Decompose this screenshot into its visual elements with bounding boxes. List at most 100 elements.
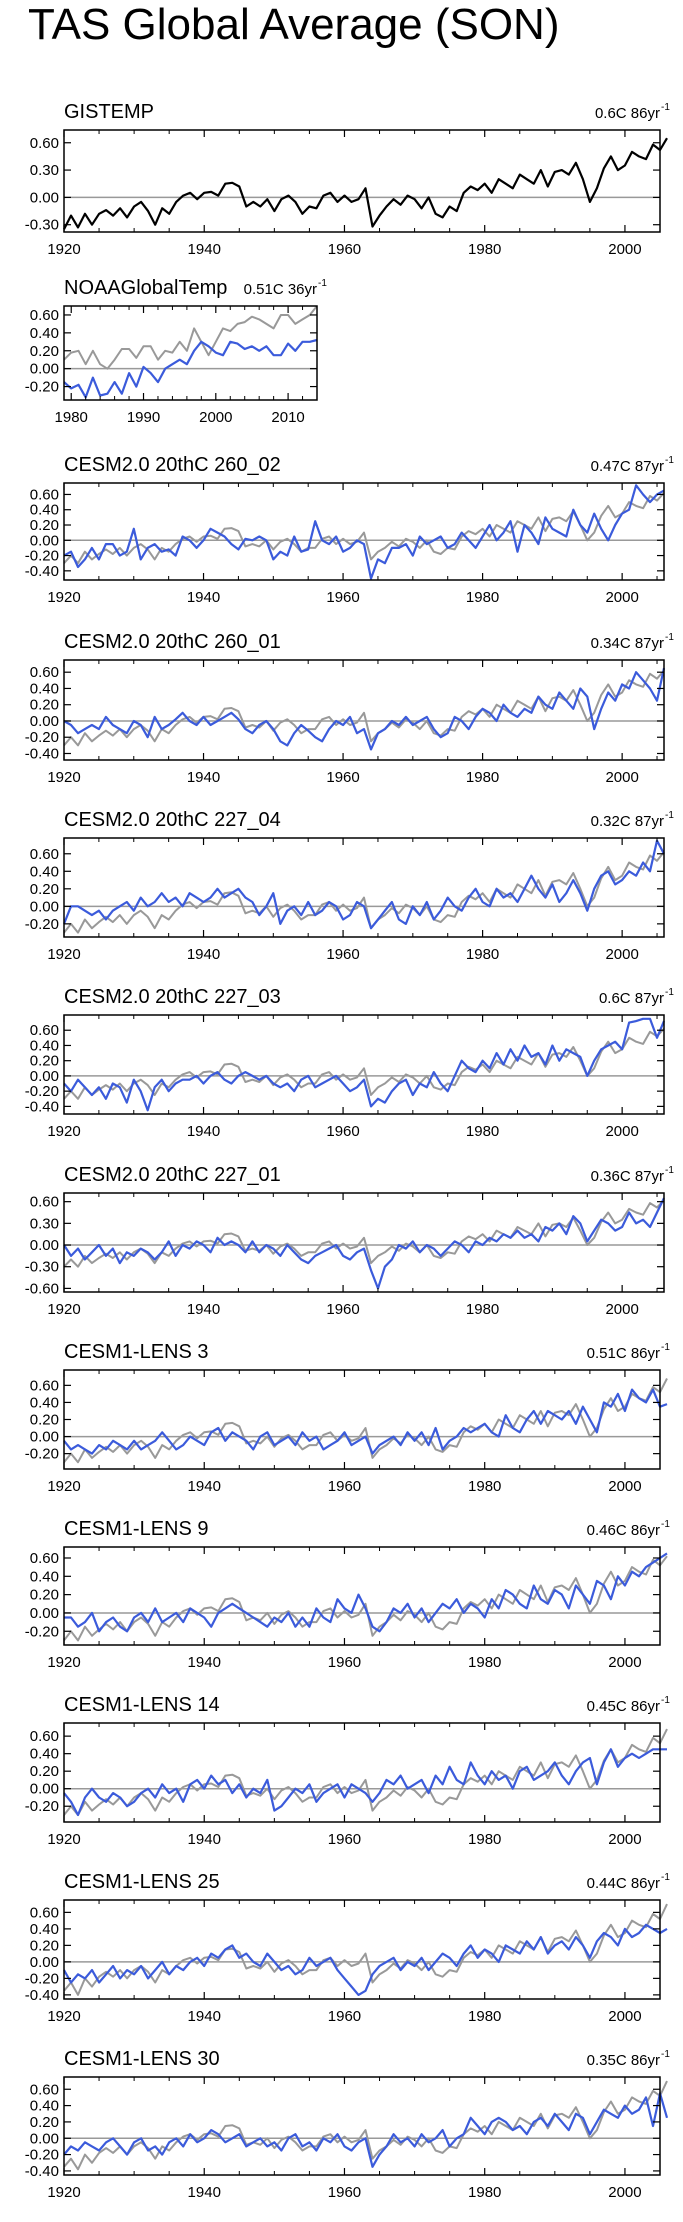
y-tick-label: 0.40 — [30, 680, 59, 697]
y-tick-label: 0.20 — [30, 1587, 59, 1604]
x-tick-label: 2000 — [608, 2184, 641, 2201]
y-tick-label: 0.00 — [30, 1429, 59, 1446]
y-tick-label: 0.20 — [30, 1763, 59, 1780]
trend-superscript: -1 — [665, 455, 674, 466]
x-tick-label: 1920 — [47, 1654, 80, 1671]
trend-superscript: -1 — [661, 102, 670, 113]
y-tick-label: 0.60 — [30, 1194, 59, 1211]
y-tick-label: 0.30 — [30, 162, 59, 179]
y-tick-label: -0.20 — [25, 1446, 59, 1463]
model-series-line — [63, 2092, 669, 2168]
chart-panel: CESM1-LENS 3 0.51C 86yr -1 0.600.400.200.00… — [25, 1341, 671, 1495]
chart-title: CESM1-LENS 30 — [64, 2048, 220, 2070]
y-tick-label: 0.60 — [30, 2081, 59, 2098]
y-tick-label: 0.60 — [30, 1377, 59, 1394]
x-tick-label: 1980 — [468, 2008, 501, 2025]
model-series-line — [64, 1552, 668, 1633]
y-tick-label: -0.20 — [25, 916, 59, 933]
x-tick-label: 1940 — [188, 1831, 221, 1848]
y-tick-label: 0.40 — [30, 2098, 59, 2115]
x-tick-label: 1920 — [47, 2184, 80, 2201]
chart-panel: CESM2.0 20thC 260_02 0.47C 87yr -1 0.600.40… — [25, 454, 675, 606]
y-tick-label: 0.60 — [30, 135, 59, 152]
observed-series-line — [63, 137, 668, 230]
plot-frame — [63, 1722, 661, 1823]
trend-label: 0.6C 87yr — [599, 990, 664, 1007]
x-tick-label: 2000 — [605, 1123, 638, 1140]
x-tick-label: 1960 — [328, 1654, 361, 1671]
chart-panel: CESM2.0 20thC 227_04 0.32C 87yr -1 0.600.40… — [25, 809, 675, 963]
model-series-line — [62, 839, 665, 930]
model-series-line — [63, 338, 318, 399]
plot-frame — [63, 659, 665, 761]
chart-panel: NOAAGlobalTemp 0.51C 36yr -1 0.600.400.200.… — [25, 277, 328, 426]
y-tick-label: -0.20 — [25, 2147, 59, 2164]
chart-title: GISTEMP — [64, 101, 154, 123]
x-tick-label: 1920 — [47, 769, 80, 786]
chart-panel: CESM1-LENS 25 0.44C 86yr -1 0.600.400.200.0… — [25, 1871, 671, 2025]
trend-superscript: -1 — [665, 1165, 674, 1176]
reference-series-line — [63, 1728, 668, 1816]
trend-label: 0.32C 87yr — [591, 813, 664, 830]
x-tick-label: 1960 — [328, 2184, 361, 2201]
x-tick-label: 1960 — [328, 2008, 361, 2025]
model-series-line — [63, 1197, 665, 1290]
y-tick-label: 0.40 — [30, 863, 59, 880]
trend-label: 0.6C 86yr — [595, 105, 660, 122]
trend-label: 0.45C 86yr — [587, 1698, 660, 1715]
chart-title: CESM2.0 20thC 260_01 — [64, 631, 281, 653]
y-tick-label: 0.00 — [30, 1068, 59, 1085]
chart-title: CESM1-LENS 14 — [64, 1694, 220, 1716]
trend-superscript: -1 — [665, 810, 674, 821]
model-series-line — [63, 1388, 668, 1455]
chart-title: CESM1-LENS 3 — [64, 1341, 209, 1363]
x-tick-label: 1960 — [328, 1478, 361, 1495]
y-tick-label: -0.20 — [25, 548, 59, 565]
chart-panel: GISTEMP 0.6C 86yr -1 0.60 0.30 0.00 -0.30 1920 1… — [25, 101, 671, 258]
x-tick-label: 1940 — [188, 241, 221, 258]
y-tick-label: -0.60 — [25, 1280, 59, 1297]
reference-series-line — [63, 851, 665, 934]
x-tick-label: 1980 — [55, 409, 88, 426]
x-tick-label: 1920 — [47, 1301, 80, 1318]
trend-superscript: -1 — [661, 1872, 670, 1883]
x-tick-label: 1920 — [47, 1478, 80, 1495]
chart-panel: CESM1-LENS 30 0.35C 86yr -1 0.600.400.200.0… — [25, 2048, 671, 2201]
x-tick-label: 1980 — [468, 2184, 501, 2201]
chart-panel: CESM2.0 20thC 227_01 0.36C 87yr -1 0.60 0.30… — [25, 1164, 675, 1318]
y-tick-label: 0.40 — [30, 1394, 59, 1411]
x-tick-label: 1960 — [326, 769, 359, 786]
x-tick-label: 1990 — [127, 409, 160, 426]
y-tick-label: -0.30 — [25, 1259, 59, 1276]
y-tick-label: 0.60 — [30, 486, 59, 503]
model-series-line — [63, 1923, 668, 1997]
x-tick-label: 2000 — [605, 1301, 638, 1318]
x-tick-label: 2000 — [605, 769, 638, 786]
chart-title: CESM2.0 20thC 260_02 — [64, 454, 281, 476]
trend-superscript: -1 — [661, 2049, 670, 2060]
trend-label: 0.51C 86yr — [587, 1345, 660, 1362]
y-tick-label: 0.60 — [30, 846, 59, 863]
plot-frame — [63, 1546, 661, 1646]
y-tick-label: 0.00 — [30, 2130, 59, 2147]
chart-panel: CESM1-LENS 9 0.46C 86yr -1 0.600.40 0.200.00… — [25, 1518, 671, 1671]
page-title: TAS Global Average (SON) — [28, 0, 560, 49]
x-tick-label: 1980 — [468, 1831, 501, 1848]
y-tick-label: 0.60 — [30, 1022, 59, 1039]
chart-title: CESM2.0 20thC 227_04 — [64, 809, 281, 831]
trend-label: 0.51C 36yr — [244, 281, 317, 298]
trend-superscript: -1 — [665, 632, 674, 643]
chart-title: NOAAGlobalTemp — [64, 277, 227, 299]
trend-superscript: -1 — [665, 987, 674, 998]
trend-label: 0.47C 87yr — [591, 458, 664, 475]
model-series-line — [63, 1017, 666, 1112]
y-tick-label: -0.40 — [25, 563, 59, 580]
plot-frame — [63, 129, 661, 233]
x-tick-label: 2000 — [608, 241, 641, 258]
x-tick-label: 1960 — [328, 241, 361, 258]
x-tick-label: 1980 — [468, 241, 501, 258]
x-tick-label: 1920 — [47, 241, 80, 258]
trend-superscript: -1 — [661, 1519, 670, 1530]
x-tick-label: 1920 — [47, 589, 80, 606]
